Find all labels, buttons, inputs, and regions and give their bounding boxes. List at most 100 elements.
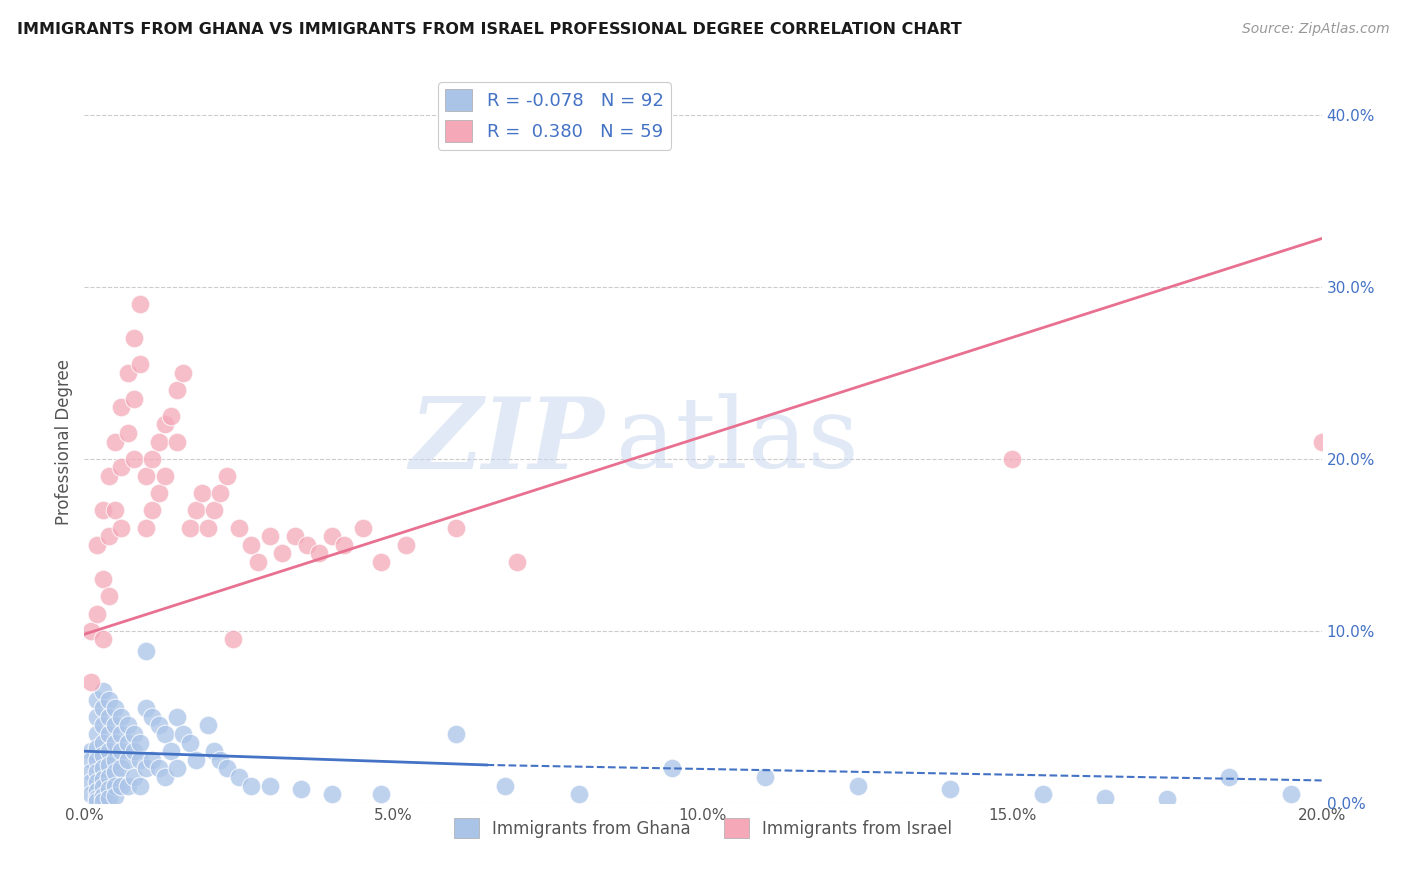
Point	[160, 744, 183, 758]
Point	[79, 775, 101, 789]
Point	[122, 727, 145, 741]
Point	[98, 758, 121, 772]
Point	[754, 770, 776, 784]
Point	[939, 782, 962, 797]
Point	[91, 794, 114, 808]
Point	[86, 692, 108, 706]
Point	[110, 779, 132, 793]
Point	[98, 710, 121, 724]
Point	[202, 503, 225, 517]
Point	[79, 764, 101, 779]
Point	[172, 366, 194, 380]
Point	[135, 761, 157, 775]
Point	[86, 740, 108, 755]
Point	[91, 572, 114, 586]
Point	[86, 710, 108, 724]
Point	[91, 632, 114, 647]
Point	[202, 744, 225, 758]
Point	[122, 331, 145, 345]
Text: atlas: atlas	[616, 393, 859, 490]
Point	[117, 718, 139, 732]
Point	[141, 710, 163, 724]
Point	[79, 753, 101, 767]
Point	[166, 761, 188, 775]
Point	[1156, 792, 1178, 806]
Point	[215, 761, 238, 775]
Point	[271, 546, 294, 560]
Point	[166, 710, 188, 724]
Point	[98, 727, 121, 741]
Point	[110, 727, 132, 741]
Point	[259, 529, 281, 543]
Point	[153, 417, 176, 432]
Point	[110, 460, 132, 475]
Point	[79, 675, 101, 690]
Point	[98, 469, 121, 483]
Point	[222, 632, 245, 647]
Point	[259, 779, 281, 793]
Point	[148, 761, 170, 775]
Point	[228, 770, 250, 784]
Point	[209, 486, 232, 500]
Point	[104, 789, 127, 803]
Point	[104, 718, 127, 732]
Point	[104, 735, 127, 749]
Point	[117, 779, 139, 793]
Point	[98, 782, 121, 797]
Point	[104, 434, 127, 449]
Point	[117, 366, 139, 380]
Text: IMMIGRANTS FROM GHANA VS IMMIGRANTS FROM ISRAEL PROFESSIONAL DEGREE CORRELATION : IMMIGRANTS FROM GHANA VS IMMIGRANTS FROM…	[17, 22, 962, 37]
Point	[98, 590, 121, 604]
Point	[98, 770, 121, 784]
Point	[153, 469, 176, 483]
Point	[117, 753, 139, 767]
Point	[290, 782, 312, 797]
Point	[153, 770, 176, 784]
Point	[91, 772, 114, 786]
Point	[179, 735, 201, 749]
Point	[104, 503, 127, 517]
Point	[197, 520, 219, 534]
Point	[506, 555, 529, 569]
Point	[333, 538, 356, 552]
Point	[86, 753, 108, 767]
Point	[308, 546, 330, 560]
Point	[98, 529, 121, 543]
Point	[1032, 787, 1054, 801]
Point	[98, 692, 121, 706]
Point	[191, 486, 214, 500]
Point	[148, 434, 170, 449]
Point	[91, 780, 114, 795]
Point	[86, 538, 108, 552]
Point	[79, 624, 101, 638]
Point	[79, 787, 101, 801]
Point	[104, 753, 127, 767]
Point	[184, 753, 207, 767]
Point	[117, 735, 139, 749]
Point	[91, 747, 114, 762]
Point	[215, 469, 238, 483]
Point	[129, 779, 152, 793]
Point	[444, 520, 467, 534]
Point	[122, 744, 145, 758]
Point	[98, 790, 121, 805]
Point	[104, 779, 127, 793]
Point	[395, 538, 418, 552]
Point	[91, 684, 114, 698]
Point	[104, 764, 127, 779]
Point	[110, 744, 132, 758]
Point	[166, 434, 188, 449]
Point	[141, 451, 163, 466]
Point	[91, 735, 114, 749]
Point	[122, 392, 145, 406]
Point	[295, 538, 318, 552]
Point	[122, 451, 145, 466]
Point	[1094, 790, 1116, 805]
Point	[86, 784, 108, 798]
Point	[197, 718, 219, 732]
Point	[321, 787, 343, 801]
Point	[370, 555, 392, 569]
Point	[1001, 451, 1024, 466]
Point	[135, 701, 157, 715]
Point	[184, 503, 207, 517]
